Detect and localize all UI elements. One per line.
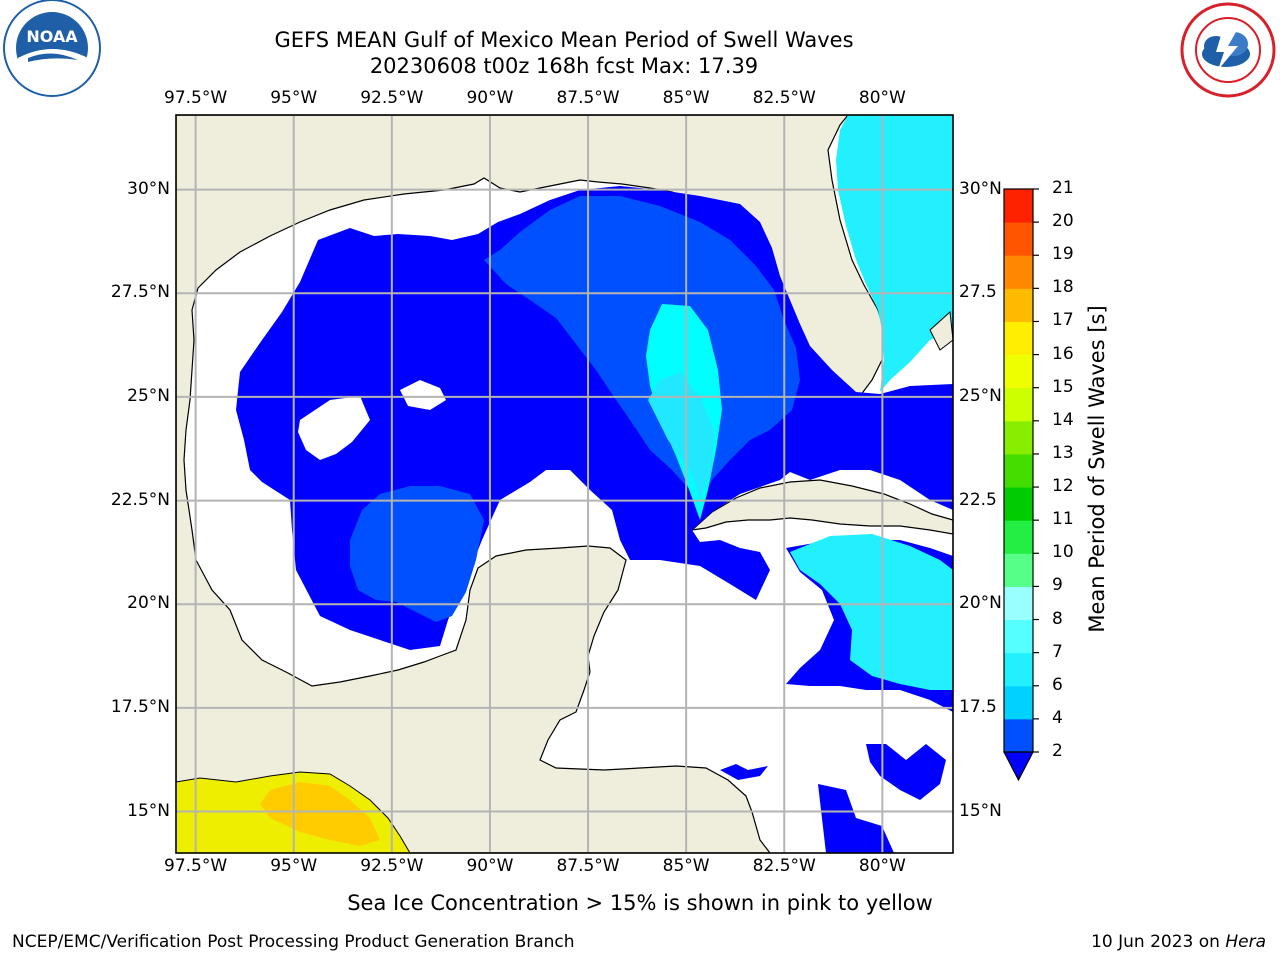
colorbar-swatch <box>1004 453 1033 488</box>
lat-tick-label-right: 30°N <box>959 178 1002 199</box>
colorbar-swatch <box>1004 487 1033 521</box>
lon-tick-label: 80°W <box>858 856 906 876</box>
colorbar-swatch <box>1004 718 1033 753</box>
swell-field-layer <box>236 186 953 650</box>
lon-tick-label: 92.5°W <box>360 88 424 108</box>
sea-ice-note: Sea Ice Concentration > 15% is shown in … <box>0 891 1280 915</box>
colorbar-tick-label: 9 <box>1052 575 1063 596</box>
chart-subtitle: 20230608 t00z 168h fcst Max: 17.39 <box>369 54 759 78</box>
lat-tick-label-right: 22.5 <box>959 489 997 510</box>
lon-tick-label: 87.5°W <box>556 856 620 876</box>
lon-tick-label: 97.5°W <box>164 856 228 876</box>
lat-tick-label-right: 15°N <box>959 800 1002 821</box>
sea-ice-pacific-inner <box>260 782 380 846</box>
lon-tick-label: 85°W <box>662 856 710 876</box>
colorbar-tick-label: 8 <box>1052 608 1063 629</box>
graticule <box>176 115 953 853</box>
colorbar-tick-label: 7 <box>1052 641 1063 662</box>
colorbar-tick-label: 2 <box>1052 741 1063 761</box>
colorbar-swatch <box>1004 685 1033 720</box>
colorbar-swatch <box>1004 652 1033 687</box>
lat-tick-label-left: 25°N <box>127 385 170 406</box>
lon-tick-label: 95°W <box>270 88 318 108</box>
colorbar-swatch <box>1004 321 1033 356</box>
colorbar-tick-label: 20 <box>1052 211 1074 232</box>
colorbar-swatch <box>1004 619 1033 654</box>
footer-machine: Hera <box>1225 932 1266 952</box>
lat-tick-label-left: 17.5°N <box>110 696 170 717</box>
lon-tick-label: 87.5°W <box>556 88 620 108</box>
colorbar-swatch <box>1004 189 1033 223</box>
map-frame <box>175 114 954 854</box>
lon-tick-label: 95°W <box>270 856 318 876</box>
colorbar-tick-label: 10 <box>1052 542 1074 563</box>
lon-tick-label: 97.5°W <box>164 88 228 108</box>
colorbar-tick-label: 14 <box>1052 409 1074 430</box>
colorbar-swatch <box>1004 255 1033 289</box>
nws-logo <box>1180 2 1276 98</box>
colorbar-label: Mean Period of Swell Waves [s] <box>1085 305 1109 633</box>
lon-tick-label: 82.5°W <box>752 88 816 108</box>
lat-tick-label-left: 27.5°N <box>110 282 170 303</box>
colorbar-tick-label: 12 <box>1052 476 1074 497</box>
colorbar-swatch <box>1004 222 1033 256</box>
lat-tick-label-right: 25°N <box>959 385 1002 406</box>
colorbar-frame <box>1003 188 1034 753</box>
colorbar-swatch <box>1004 354 1033 389</box>
footer-date: 10 Jun 2023 on Hera <box>1091 932 1266 952</box>
land-bahamas <box>929 310 953 351</box>
lon-tick-label: 90°W <box>466 88 514 108</box>
colorbar-tick-label: 11 <box>1052 509 1074 530</box>
lat-tick-label-right: 20°N <box>959 593 1002 614</box>
colorbar-tick-label: 16 <box>1052 343 1074 364</box>
land-cuba <box>690 479 953 535</box>
swell-field-east <box>720 115 953 853</box>
colorbar-swatch <box>1004 288 1033 322</box>
lat-tick-label-left: 15°N <box>127 800 170 821</box>
lon-tick-label: 82.5°W <box>752 856 816 876</box>
colorbar-swatch <box>1004 553 1033 587</box>
footer-credit: NCEP/EMC/Verification Post Processing Pr… <box>12 932 575 952</box>
footer-date-text: 10 Jun 2023 on <box>1091 932 1226 952</box>
colorbar-swatch <box>1004 387 1033 422</box>
colorbar-tick-label: 13 <box>1052 442 1074 463</box>
colorbar-tick-label: 21 <box>1052 178 1074 198</box>
colorbar-under-arrow <box>1003 751 1034 782</box>
noaa-logo: NOAA <box>3 0 101 97</box>
sea-ice-note-text: Sea Ice Concentration > 15% is shown in … <box>347 891 933 915</box>
lat-tick-label-right: 17.5 <box>959 696 997 717</box>
colorbar-tick-label: 6 <box>1052 674 1063 695</box>
colorbar-swatch <box>1004 586 1033 621</box>
lat-tick-label-right: 27.5 <box>959 282 997 303</box>
lat-tick-label-left: 20°N <box>127 593 170 614</box>
lat-tick-label-left: 30°N <box>127 178 170 199</box>
colorbar-tick-label: 18 <box>1052 277 1074 298</box>
lon-tick-label: 80°W <box>858 88 906 108</box>
colorbar-swatch <box>1004 420 1033 455</box>
lon-tick-label: 92.5°W <box>360 856 424 876</box>
colorbar-tick-label: 17 <box>1052 310 1074 331</box>
colorbar-tick-label: 4 <box>1052 707 1063 728</box>
lon-tick-label: 90°W <box>466 856 514 876</box>
colorbar-tick-label: 19 <box>1052 244 1074 265</box>
colorbar-swatch <box>1004 520 1033 554</box>
noaa-logo-text: NOAA <box>26 27 78 46</box>
chart-title: GEFS MEAN Gulf of Mexico Mean Period of … <box>274 28 854 52</box>
lat-tick-label-left: 22.5°N <box>110 489 170 510</box>
colorbar-tick-label: 15 <box>1052 376 1074 397</box>
lon-tick-label: 85°W <box>662 88 710 108</box>
